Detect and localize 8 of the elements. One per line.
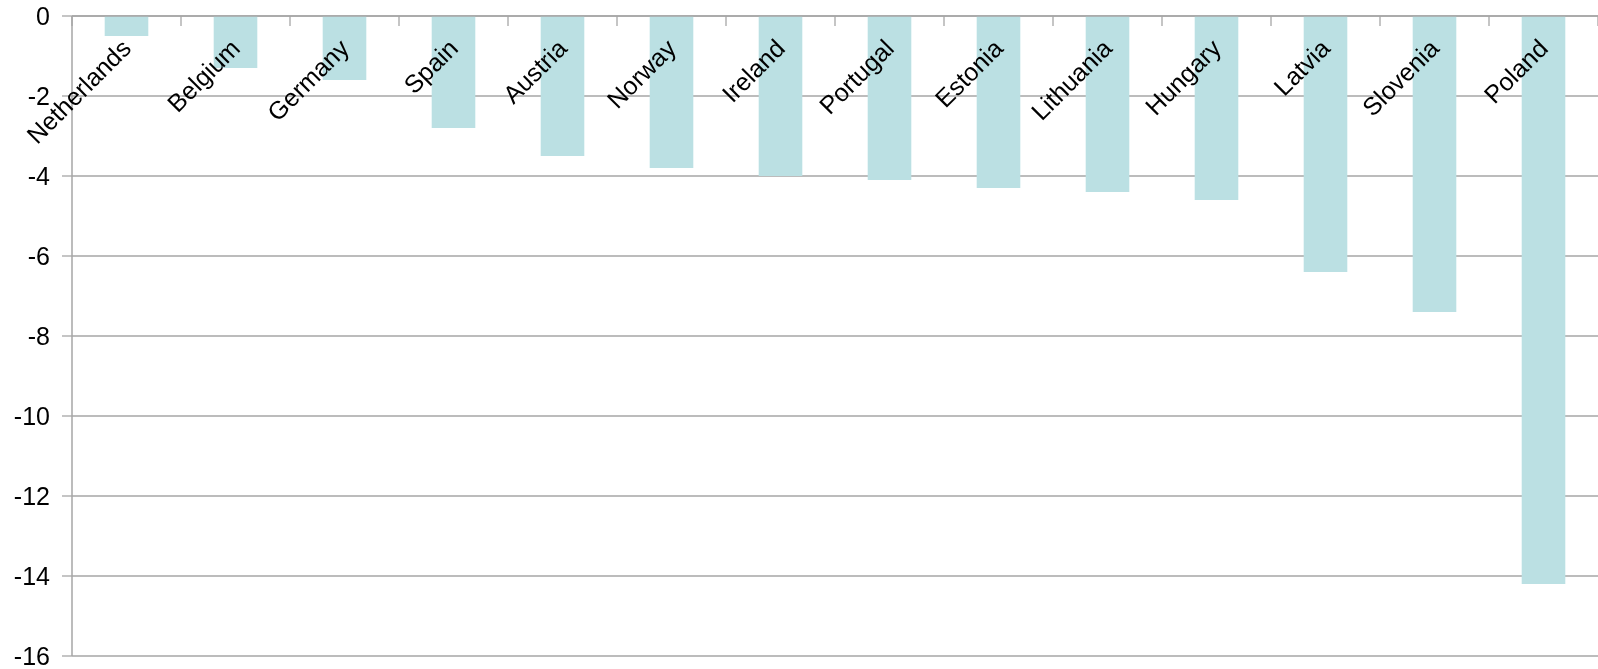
y-tick-label: -10 bbox=[13, 402, 50, 430]
y-tick-label: -16 bbox=[13, 642, 50, 669]
y-tick-label: -8 bbox=[27, 322, 50, 350]
y-tick-label: -12 bbox=[13, 482, 50, 510]
y-tick-label: -6 bbox=[27, 242, 50, 270]
y-tick-label: -4 bbox=[27, 162, 51, 190]
y-tick-label: 0 bbox=[36, 2, 50, 30]
y-tick-label: -14 bbox=[13, 562, 51, 590]
